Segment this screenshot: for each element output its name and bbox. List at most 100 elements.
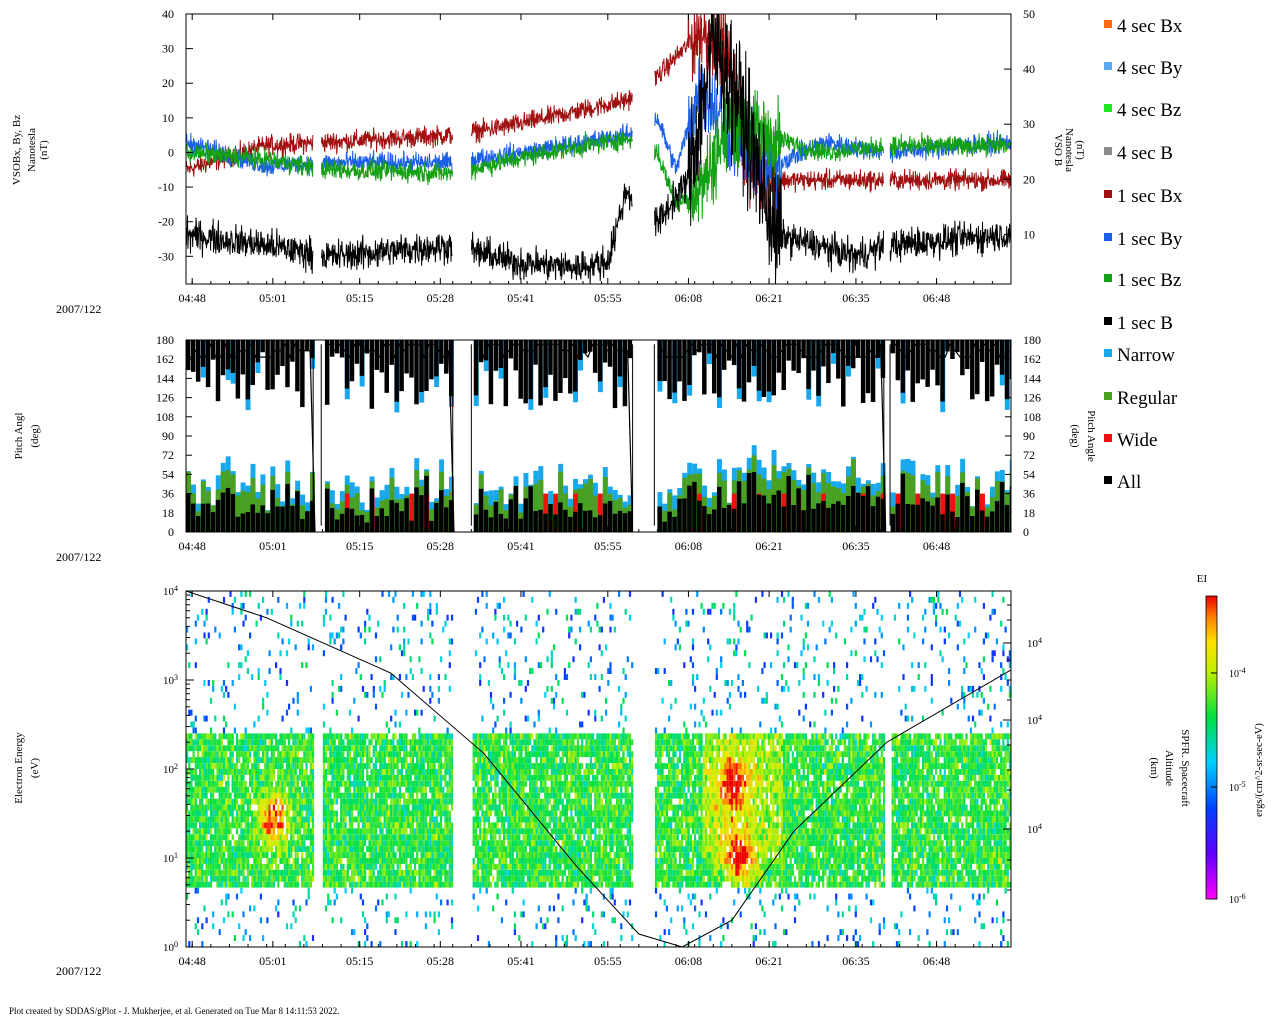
spectrogram-cell (322, 769, 325, 775)
pitch-all-cell (766, 503, 772, 532)
spectrogram-cell (407, 774, 410, 781)
spectrogram-cell (535, 858, 538, 864)
spectrogram-cell (264, 780, 267, 787)
spectrogram-cell (405, 786, 408, 793)
spectrogram-cell (290, 786, 293, 793)
spectrogram-cell (513, 923, 516, 930)
pitch-y2tick-label: 180 (1023, 333, 1041, 347)
spectrogram-cell (450, 822, 454, 829)
spectrogram-cell (539, 816, 543, 823)
spectrogram-cell (264, 852, 267, 858)
spectrogram-cell (427, 863, 430, 870)
spectrogram-cell (539, 745, 543, 752)
spectrogram-cell (531, 804, 534, 811)
spectrogram-cell (444, 769, 447, 775)
spectrogram-cell (266, 828, 269, 835)
spectrogram-cell (342, 626, 345, 633)
spectrogram-cell (390, 757, 393, 763)
spectrogram-cell (424, 780, 427, 787)
pitch-ylabel-1: Pitch Angl (13, 413, 25, 460)
spectrogram-cell (227, 875, 230, 882)
pitch-xtick-label: 06:08 (675, 539, 702, 553)
spectrogram-cell (403, 852, 406, 858)
spectrogram-cell (220, 840, 223, 847)
spectrogram-cell (292, 804, 295, 811)
spectrogram-cell (411, 875, 414, 882)
spectrogram-cell (435, 739, 438, 746)
spectrogram-cell (209, 881, 213, 888)
spectrogram-cell (327, 757, 330, 763)
spectrogram-cell (235, 757, 239, 763)
spectrogram-cell (522, 828, 525, 835)
spectrogram-cell (489, 774, 493, 781)
spectrogram-cell (420, 757, 423, 763)
spectrogram-cell (442, 869, 445, 876)
pitch-all-cell (240, 513, 246, 532)
spectrogram-cell (487, 858, 490, 864)
spectrogram-cell (503, 780, 506, 787)
spectrogram-cell (509, 881, 512, 888)
spectrogram-cell (205, 804, 208, 811)
spectrogram-cell (307, 828, 310, 835)
spectrogram-cell (340, 852, 343, 858)
spectrogram-cell (292, 834, 295, 841)
spectrogram-cell (476, 769, 480, 775)
spectrogram-cell (294, 780, 297, 787)
spectrogram-cell (186, 893, 189, 900)
spectrogram-cell (409, 840, 412, 847)
spectrogram-cell (222, 875, 226, 882)
spectrogram-cell (212, 822, 215, 829)
spectrogram-cell (361, 911, 365, 918)
spectrogram-cell (390, 780, 393, 787)
spectrogram-cell (446, 810, 449, 817)
spectrogram-cell (522, 858, 525, 864)
spectrogram-cell (259, 881, 262, 888)
pitch-all-upper (300, 340, 305, 408)
spectrogram-cell (253, 881, 256, 888)
spectrogram-cell (216, 786, 219, 793)
spectrogram-cell (288, 774, 291, 781)
spectrogram-cell (331, 632, 334, 639)
spectrogram-cell (396, 751, 399, 758)
spectrogram-cell (277, 810, 280, 817)
pitch-all-upper (324, 340, 330, 405)
spectrogram-cell (383, 680, 386, 686)
spectrogram-cell (429, 632, 432, 639)
spectrogram-cell (353, 745, 356, 752)
spectrogram-cell (190, 591, 193, 597)
spectrogram-cell (429, 769, 432, 775)
spectrogram-cell (251, 875, 254, 882)
spectrogram-cell (205, 614, 208, 621)
spectrogram-cell (342, 745, 345, 752)
spectrogram-cell (431, 638, 434, 645)
spectrogram-cell (188, 852, 191, 858)
spectrogram-cell (422, 739, 425, 746)
pitch-all-upper (582, 340, 588, 354)
spectrogram-cell (277, 840, 280, 847)
spectrogram-cell (294, 739, 297, 746)
spectrogram-cell (294, 816, 297, 823)
spectrogram-cell (253, 852, 256, 858)
date-label-2: 2007/122 (56, 550, 101, 564)
spectrogram-cell (262, 774, 265, 781)
spectrogram-cell (377, 733, 380, 740)
spectrogram-cell (294, 858, 297, 864)
spectrogram-cell (333, 763, 336, 769)
spectrogram-cell (218, 757, 221, 763)
spectrogram-cell (335, 893, 338, 900)
spectrogram-cell (485, 804, 488, 811)
spectrogram-cell (366, 863, 369, 870)
spectrogram-cell (324, 840, 328, 847)
spectrogram-cell (485, 834, 488, 841)
spectrogram-cell (311, 780, 315, 787)
pitch-all-upper (190, 340, 196, 372)
spectrogram-cell (516, 804, 519, 811)
spectrogram-cell (361, 786, 365, 793)
spectrogram-cell (424, 846, 427, 852)
spectrogram-cell (253, 763, 256, 769)
spectrogram-cell (259, 822, 262, 829)
spectrogram-cell (335, 840, 338, 847)
spectrogram-cell (507, 846, 510, 852)
spectrogram-cell (398, 863, 401, 870)
